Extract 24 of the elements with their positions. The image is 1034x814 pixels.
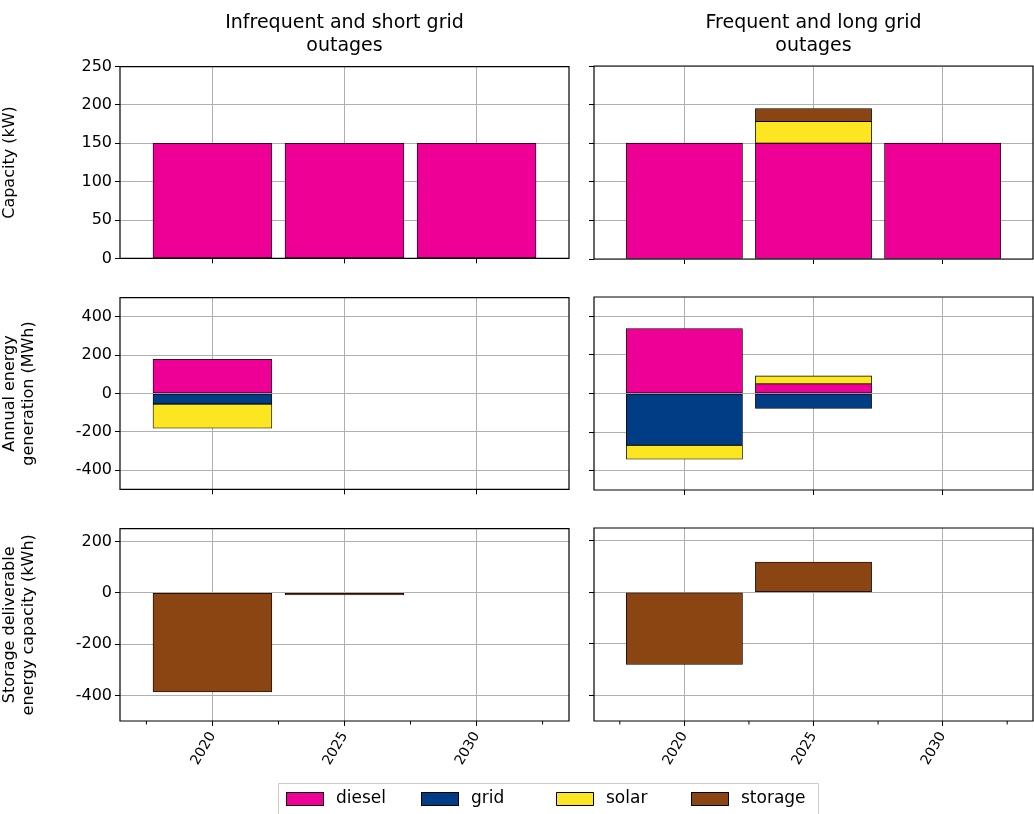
chart-title: Frequent and long grid outages bbox=[704, 10, 923, 56]
y-tick-label: 200 bbox=[81, 530, 112, 550]
chart-title: Infrequent and short grid outages bbox=[224, 10, 465, 56]
y-axis-title: Capacity (kW) bbox=[0, 106, 18, 219]
legend-label: grid bbox=[471, 787, 505, 808]
legend-label: storage bbox=[741, 787, 806, 808]
y-axis-title: Storage deliverable energy capacity (kWh) bbox=[0, 534, 37, 716]
y-tick-label: -400 bbox=[75, 459, 112, 479]
y-tick-label: 100 bbox=[81, 170, 112, 190]
y-tick-label: 0 bbox=[101, 581, 112, 601]
y-tick-label: 150 bbox=[81, 132, 112, 152]
legend-label: solar bbox=[606, 787, 648, 808]
y-tick-label: 250 bbox=[81, 55, 112, 75]
y-tick-label: 400 bbox=[81, 305, 112, 325]
y-axis-title: Annual energy generation (MWh) bbox=[0, 321, 37, 466]
y-tick-label: 200 bbox=[81, 344, 112, 364]
legend-label: diesel bbox=[336, 787, 387, 808]
y-tick-label: -200 bbox=[75, 421, 112, 441]
y-tick-label: 200 bbox=[81, 94, 112, 114]
y-tick-label: -400 bbox=[75, 684, 112, 704]
y-tick-label: 50 bbox=[91, 209, 112, 229]
y-tick-label: -200 bbox=[75, 633, 112, 653]
y-tick-label: 0 bbox=[101, 382, 112, 402]
y-tick-label: 0 bbox=[101, 247, 112, 267]
